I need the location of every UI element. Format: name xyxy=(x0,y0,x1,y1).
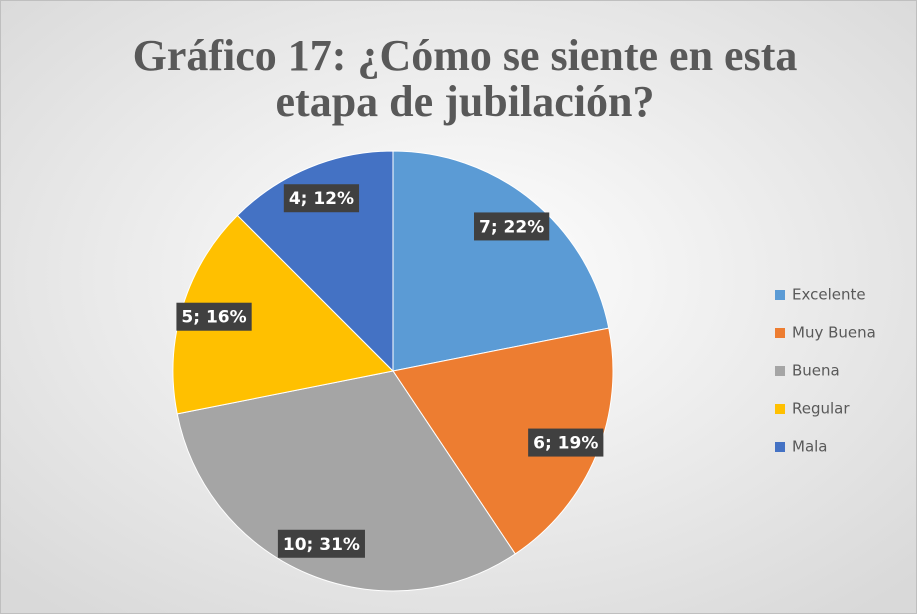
legend-label: Muy Buena xyxy=(792,324,876,342)
chart-title: Gráfico 17: ¿Cómo se siente en esta xyxy=(133,31,798,80)
legend-label: Buena xyxy=(792,362,840,380)
legend-label: Excelente xyxy=(792,286,866,304)
legend-swatch xyxy=(775,328,785,338)
pie-slice xyxy=(176,370,516,592)
data-label: 6; 19% xyxy=(533,434,598,454)
data-label-box xyxy=(283,184,360,213)
legend-swatch xyxy=(775,366,785,376)
data-label: 5; 16% xyxy=(181,308,246,328)
data-label: 10; 31% xyxy=(283,535,360,555)
chart-title: etapa de jubilación? xyxy=(276,77,655,126)
data-label-box xyxy=(176,302,252,331)
legend-label: Mala xyxy=(792,438,828,456)
pie-slice xyxy=(392,150,610,372)
data-label: 4; 12% xyxy=(289,189,354,209)
legend-swatch xyxy=(775,290,785,300)
data-label-box xyxy=(277,529,365,558)
data-label-box xyxy=(528,428,604,457)
data-label: 7; 22% xyxy=(479,217,544,237)
data-label-box xyxy=(474,212,550,241)
legend-label: Regular xyxy=(792,400,850,418)
legend-swatch xyxy=(775,442,785,452)
legend-swatch xyxy=(775,404,785,414)
